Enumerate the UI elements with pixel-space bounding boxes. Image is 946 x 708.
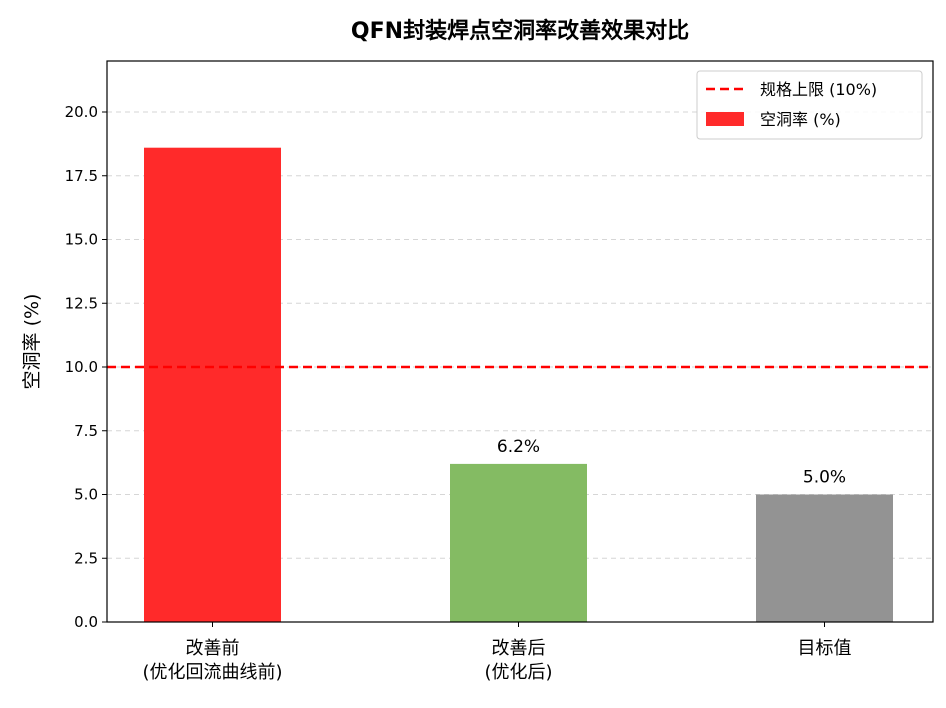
y-axis-label: 空洞率 (%) bbox=[21, 294, 43, 390]
y-tick-label: 17.5 bbox=[65, 167, 98, 185]
plot-frame bbox=[106, 60, 934, 623]
legend-patch-swatch bbox=[706, 112, 744, 126]
bar bbox=[450, 463, 587, 622]
x-tick-label: 改善后 bbox=[492, 638, 546, 659]
y-tick-label: 20.0 bbox=[65, 103, 98, 121]
legend-label: 空洞率 (%) bbox=[760, 110, 841, 129]
x-tick-label: 改善前 bbox=[186, 638, 240, 659]
bar bbox=[756, 494, 893, 622]
x-tick-label: 目标值 bbox=[798, 638, 852, 659]
y-tick-label: 10.0 bbox=[65, 358, 98, 376]
chart-title: QFN封装焊点空洞率改善效果对比 bbox=[351, 18, 689, 44]
legend-label: 规格上限 (10%) bbox=[760, 80, 877, 99]
y-tick-label: 15.0 bbox=[65, 231, 98, 249]
y-tick-label: 5.0 bbox=[74, 486, 98, 504]
y-tick-label: 7.5 bbox=[74, 422, 98, 440]
y-tick-label: 2.5 bbox=[74, 549, 98, 567]
bar-data-label: 5.0% bbox=[803, 468, 846, 488]
y-tick-label: 0.0 bbox=[74, 613, 98, 631]
x-tick-label: (优化后) bbox=[484, 662, 552, 683]
legend-box bbox=[696, 70, 923, 140]
y-tick-label: 12.5 bbox=[65, 294, 98, 312]
x-tick-label: (优化回流曲线前) bbox=[142, 662, 282, 683]
bar bbox=[144, 147, 281, 622]
bar-data-label: 6.2% bbox=[497, 437, 540, 457]
